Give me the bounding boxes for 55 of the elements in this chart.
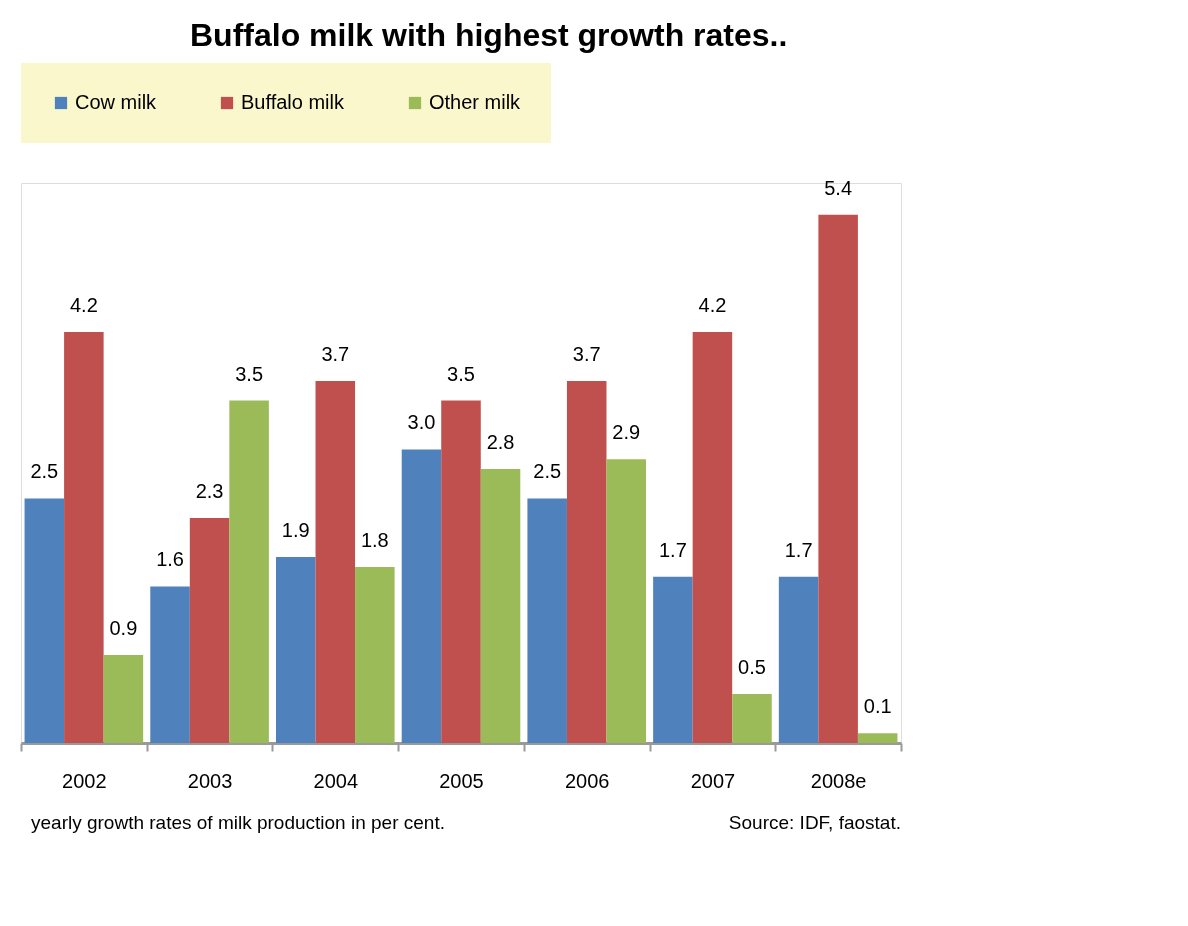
x-tick-label: 2007 [690,769,736,792]
x-tick-label: 2008e [810,769,867,792]
bar [401,449,442,743]
data-label: 0.9 [109,616,138,639]
data-label: 4.2 [698,294,727,317]
source-note: Source: IDF, faostat. [728,812,901,833]
bar [103,654,144,743]
bar [480,469,521,743]
bar [527,498,567,743]
legend-label: Buffalo milk [241,91,346,113]
data-label: 0.5 [738,656,766,679]
data-label: 3.0 [407,411,436,434]
bar [566,381,607,743]
data-label: 2.5 [30,460,59,483]
data-label: 1.6 [156,548,184,571]
bar [189,517,230,743]
data-label: 2.5 [533,460,562,483]
bar [275,557,316,743]
data-label: 5.4 [824,176,853,199]
data-label: 0.1 [863,695,892,718]
bar [441,400,481,743]
bar [64,332,104,743]
legend-label: Cow milk [75,91,158,113]
bar [355,566,395,743]
data-label: 2.9 [612,421,641,444]
data-label: 3.5 [447,362,475,385]
text: yearly growth rates of milk production in per cent. [31,812,445,833]
x-tick-label: 2002 [62,769,107,792]
bar [229,400,269,743]
x-tick-label: 2006 [564,769,610,792]
data-label: 3.7 [321,343,350,366]
bar [857,733,898,743]
data-label: 2.3 [195,479,224,502]
bar [778,576,819,743]
chart-title: Buffalo milk with highest growth rates.. [190,17,788,53]
x-tick-label: 2004 [313,769,359,792]
data-label: 3.7 [572,343,601,366]
bar [24,498,65,743]
bar [150,586,190,743]
bar [692,332,733,743]
data-label: 4.2 [69,294,98,317]
bar [606,459,647,743]
x-tick-label: 2005 [439,769,484,792]
data-label: 1.7 [784,538,813,561]
data-label: 1.7 [658,538,687,561]
bar [732,694,772,743]
data-label: 1.8 [360,528,389,551]
data-label: 1.9 [281,519,310,542]
bar [315,381,356,743]
legend-label: Other milk [429,91,522,113]
bar [818,214,858,743]
x-tick-label: 2003 [187,769,233,792]
bar [653,576,693,743]
data-label: 3.5 [235,362,264,385]
data-label: 2.8 [486,431,515,454]
